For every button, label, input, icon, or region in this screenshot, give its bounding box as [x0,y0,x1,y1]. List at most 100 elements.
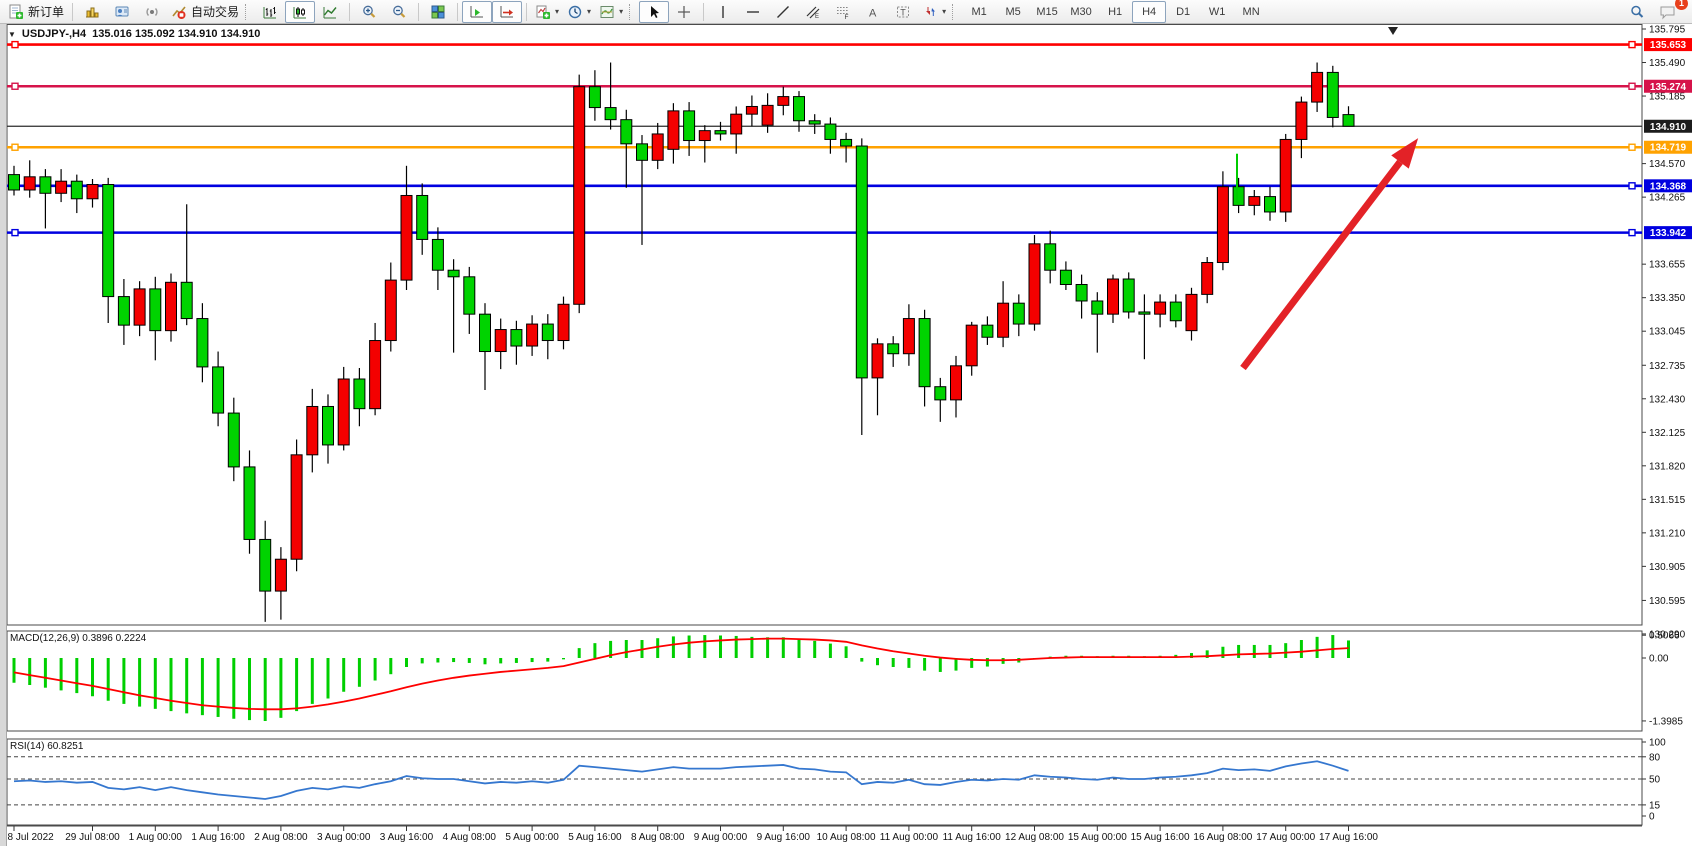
toolbar-separator [418,2,420,21]
svg-text:135.795: 135.795 [1649,25,1686,36]
trendline-button[interactable] [768,1,798,23]
vertical-line-button[interactable] [708,1,738,23]
timeframe-h4-button[interactable]: H4 [1132,0,1167,23]
text-a-icon: A [865,4,881,20]
arrows-button[interactable]: ▾ [918,1,950,23]
chat-bubble-icon [1659,4,1676,20]
svg-text:E: E [815,14,819,20]
cursor-arrow-icon [646,4,662,20]
timeframe-m1-button[interactable]: M1 [971,5,987,18]
timeframe-mn-button[interactable]: MN [1242,5,1260,18]
crosshair-button[interactable] [669,1,699,23]
chart-type-candles-button[interactable] [285,0,316,23]
svg-text:135.490: 135.490 [1649,58,1686,69]
new-chart-button[interactable] [77,1,107,23]
svg-text:133.942: 133.942 [1650,228,1687,239]
equidistant-channel-button[interactable]: E [798,1,828,23]
toolbar: 新订单 自动交易 [0,0,1692,24]
svg-text:1 Aug 00:00: 1 Aug 00:00 [129,832,183,843]
toolbar-separator [703,2,705,21]
svg-text:17 Aug 00:00: 17 Aug 00:00 [1256,832,1315,843]
timeframe-h1-button[interactable]: H1 [1108,5,1123,18]
svg-text:15 Aug 16:00: 15 Aug 16:00 [1131,832,1190,843]
svg-text:130.905: 130.905 [1649,562,1686,573]
template-icon [599,4,615,20]
chart-type-line-button[interactable] [315,1,345,23]
profile-button[interactable] [107,1,137,23]
svg-text:130.290: 130.290 [1649,629,1686,640]
timeframe-w1-button[interactable]: W1 [1208,5,1226,18]
autotrade-button[interactable]: 自动交易 [167,1,243,23]
svg-text:T: T [900,7,906,17]
auto-scroll-button[interactable] [462,0,493,23]
svg-text:132.430: 132.430 [1649,394,1686,405]
zoom-in-button[interactable] [354,1,384,23]
trendline-icon [775,4,791,20]
svg-text:1 Aug 16:00: 1 Aug 16:00 [191,832,245,843]
svg-text:100: 100 [1649,738,1666,749]
zoom-out-button[interactable] [384,1,414,23]
svg-text:15 Aug 00:00: 15 Aug 00:00 [1068,832,1127,843]
dropdown-arrow-icon: ▾ [555,7,560,16]
cursor-button[interactable] [639,0,670,23]
svg-text:135.653: 135.653 [1650,40,1687,51]
svg-text:131.210: 131.210 [1649,528,1686,539]
svg-text:0.5066: 0.5066 [1649,631,1680,642]
svg-text:11 Aug 16:00: 11 Aug 16:00 [943,832,1002,843]
timeframe-m30-button[interactable]: M30 [1070,5,1092,18]
new-order-button[interactable]: 新订单 [4,1,68,23]
auto-scroll-icon [469,4,485,20]
search-button[interactable] [1622,1,1652,23]
svg-text:132.125: 132.125 [1649,428,1686,439]
svg-text:133.350: 133.350 [1649,293,1686,304]
svg-text:16 Aug 08:00: 16 Aug 08:00 [1193,832,1252,843]
collapse-triangle-icon[interactable]: ▼ [8,29,16,39]
line-chart-icon [322,4,338,20]
svg-text:10 Aug 08:00: 10 Aug 08:00 [817,832,876,843]
svg-text:50: 50 [1649,775,1661,786]
dropdown-arrow-icon: ▾ [942,7,947,16]
timeframe-m5-button[interactable]: M5 [1005,5,1021,18]
toolbar-separator [349,2,351,21]
indicators-button[interactable]: ▾ [531,1,563,23]
text-label-button[interactable]: T [888,1,918,23]
candles-chart-icon [292,4,308,20]
new-order-label: 新订单 [28,5,65,19]
tile-windows-button[interactable] [423,1,453,23]
svg-text:17 Aug 16:00: 17 Aug 16:00 [1319,832,1378,843]
fibonacci-icon: F [835,4,851,20]
svg-text:132.735: 132.735 [1649,361,1686,372]
svg-text:3 Aug 00:00: 3 Aug 00:00 [317,832,371,843]
chart-type-bars-button[interactable] [255,1,285,23]
rsi-indicator-label: RSI(14) 60.8251 [10,741,84,752]
periods-button[interactable]: ▾ [563,1,595,23]
toolbar-grip[interactable] [245,3,251,20]
timeframe-d1-button[interactable]: D1 [1176,5,1191,18]
toolbar-grip[interactable] [629,3,635,20]
chart-shift-button[interactable] [492,0,523,23]
svg-text:2 Aug 08:00: 2 Aug 08:00 [254,832,308,843]
bar-chart-gold-icon [84,4,100,20]
svg-text:F: F [845,14,849,20]
notifications-button[interactable]: 1 [1652,0,1688,23]
profile-icon [114,4,130,20]
arrows-icon [922,4,938,20]
text-button[interactable]: A [858,1,888,23]
vertical-line-icon [715,4,731,20]
svg-text:0.00: 0.00 [1649,654,1669,665]
signal-icon [144,4,160,20]
svg-text:9 Aug 16:00: 9 Aug 16:00 [757,832,811,843]
svg-text:133.045: 133.045 [1649,327,1686,338]
zoom-out-icon [391,4,407,20]
horizontal-line-icon [745,4,761,20]
timeframe-m15-button[interactable]: M15 [1036,5,1058,18]
horizontal-line-button[interactable] [738,1,768,23]
svg-text:133.655: 133.655 [1649,260,1686,271]
tile-windows-icon [430,4,446,20]
market-watch-button[interactable] [137,1,167,23]
svg-text:9 Aug 00:00: 9 Aug 00:00 [694,832,748,843]
toolbar-grip[interactable] [952,3,958,20]
templates-button[interactable]: ▾ [595,1,627,23]
fibonacci-button[interactable]: F [828,1,858,23]
